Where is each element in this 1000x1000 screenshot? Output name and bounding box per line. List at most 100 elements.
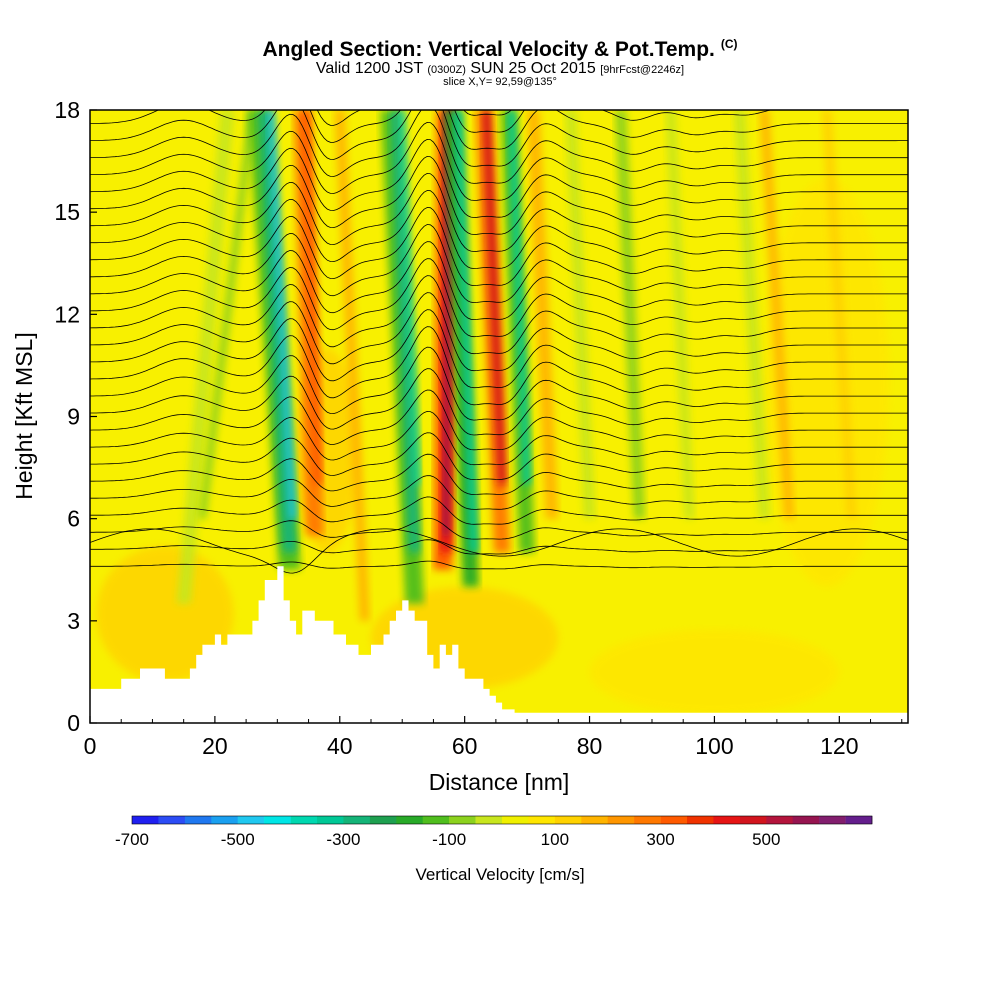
- colorbar-tick-label: -100: [432, 830, 466, 849]
- chart-title-text: Angled Section: Vertical Velocity & Pot.…: [262, 38, 715, 61]
- colorbar-tick-label: -300: [326, 830, 360, 849]
- velocity-field: [90, 110, 908, 723]
- colorbar-bin: [660, 816, 688, 824]
- chart-subtitle: Valid 1200 JST (0300Z) SUN 25 Oct 2015 […: [0, 61, 1000, 77]
- y-tick-label: 0: [67, 710, 80, 736]
- y-tick-label: 15: [54, 199, 80, 225]
- valid-time: Valid 1200 JST: [315, 60, 423, 77]
- colorbar-bin: [237, 816, 265, 824]
- theta-contour: [90, 207, 908, 287]
- y-tick-label: 9: [67, 404, 80, 430]
- colorbar-bin: [475, 816, 503, 824]
- velocity-band: [334, 110, 370, 621]
- velocity-band: [665, 110, 695, 519]
- x-tick-label: 0: [84, 733, 97, 759]
- theta-contour: [90, 453, 908, 495]
- valid-utc: (0300Z): [427, 64, 466, 76]
- theta-contour: [90, 275, 908, 355]
- velocity-band: [399, 110, 421, 485]
- colorbar-tick-label: 100: [541, 830, 569, 849]
- x-tick-label: 100: [695, 733, 733, 759]
- colorbar-tick-label: -700: [115, 830, 149, 849]
- theta-contour: [90, 110, 908, 184]
- colorbar-bin: [343, 816, 371, 824]
- colorbar-bin: [634, 816, 661, 824]
- colorbar-bin: [713, 816, 741, 824]
- colorbar-bin: [845, 816, 873, 824]
- colorbar-label: Vertical Velocity [cm/s]: [415, 865, 584, 884]
- colorbar-bin: [184, 816, 212, 824]
- velocity-band: [454, 110, 479, 553]
- theta-contours: [90, 110, 908, 574]
- theta-contour: [90, 560, 908, 570]
- valid-date: SUN 25 Oct 2015: [470, 60, 596, 77]
- theta-contour: [90, 528, 908, 574]
- theta-contour: [90, 539, 908, 555]
- theta-contour: [90, 241, 908, 321]
- theta-contour: [90, 309, 908, 389]
- colorbar-bin: [766, 816, 793, 824]
- colorbar-bin: [554, 816, 582, 824]
- velocity-band: [733, 110, 770, 519]
- theta-contour: [90, 110, 908, 150]
- velocity-band: [759, 110, 794, 519]
- colorbar-bin: [502, 816, 529, 824]
- colorbar-tick-label: 300: [646, 830, 674, 849]
- colorbar-bin: [581, 816, 608, 824]
- colorbar: -700 -500 -300 -100 100 300 500: [115, 815, 873, 849]
- colorbar-bin: [739, 816, 767, 824]
- colorbar-bin: [290, 816, 318, 824]
- slice-info: slice X,Y= 92,59@135°: [443, 76, 557, 88]
- theta-contour: [90, 172, 908, 252]
- theta-contour: [90, 475, 908, 510]
- theta-contour: [90, 224, 908, 304]
- terrain-profile: [90, 566, 908, 723]
- theta-contour: [90, 432, 908, 481]
- colorbar-bin: [607, 816, 635, 824]
- theta-contour: [90, 326, 908, 406]
- theta-contour: [90, 292, 908, 372]
- x-tick-label: 40: [327, 733, 353, 759]
- field-patch: [764, 178, 890, 587]
- velocity-band: [821, 110, 857, 519]
- theta-contour: [316, 110, 773, 133]
- theta-contour: [90, 138, 908, 218]
- velocity-band: [615, 110, 646, 519]
- y-tick-label: 6: [67, 506, 80, 532]
- x-axis-label: Distance [nm]: [429, 769, 570, 795]
- title-block: Angled Section: Vertical Velocity & Pot.…: [0, 38, 1000, 88]
- y-tick-label: 18: [54, 97, 80, 123]
- theta-contour: [90, 346, 908, 421]
- colorbar-bin: [449, 816, 476, 824]
- theta-contour: [90, 368, 908, 436]
- colorbar-bin: [369, 816, 397, 824]
- y-axis: 0 3 6 9 12 15 18: [54, 97, 97, 736]
- velocity-band: [390, 110, 421, 553]
- theta-contour: [90, 190, 908, 269]
- x-tick-label: 60: [452, 733, 478, 759]
- velocity-band: [198, 110, 257, 519]
- y-tick-label: 12: [54, 301, 80, 327]
- terrain: [90, 566, 908, 723]
- forecast-info: [9hrFcst@2246z]: [600, 64, 685, 76]
- velocity-band: [527, 110, 559, 519]
- colorbar-frame: [131, 815, 873, 825]
- theta-contour: [90, 155, 908, 235]
- colorbar-bin: [819, 816, 846, 824]
- velocity-band: [176, 110, 235, 604]
- x-tick-label: 20: [202, 733, 228, 759]
- y-tick-label: 3: [67, 608, 80, 634]
- colorbar-tick-label: -500: [221, 830, 255, 849]
- x-axis: 0 20 40 60 80 100 120: [84, 716, 903, 759]
- theta-contour: [90, 517, 908, 540]
- x-tick-label: 80: [577, 733, 603, 759]
- theta-contour: [90, 258, 908, 338]
- colorbar-bin: [132, 816, 159, 824]
- colorbar-bin: [211, 816, 238, 824]
- colorbar-bin: [317, 816, 344, 824]
- theta-contour: [463, 110, 513, 116]
- velocity-band: [268, 110, 297, 519]
- theta-contour: [90, 410, 908, 466]
- chart-title: Angled Section: Vertical Velocity & Pot.…: [0, 38, 1000, 60]
